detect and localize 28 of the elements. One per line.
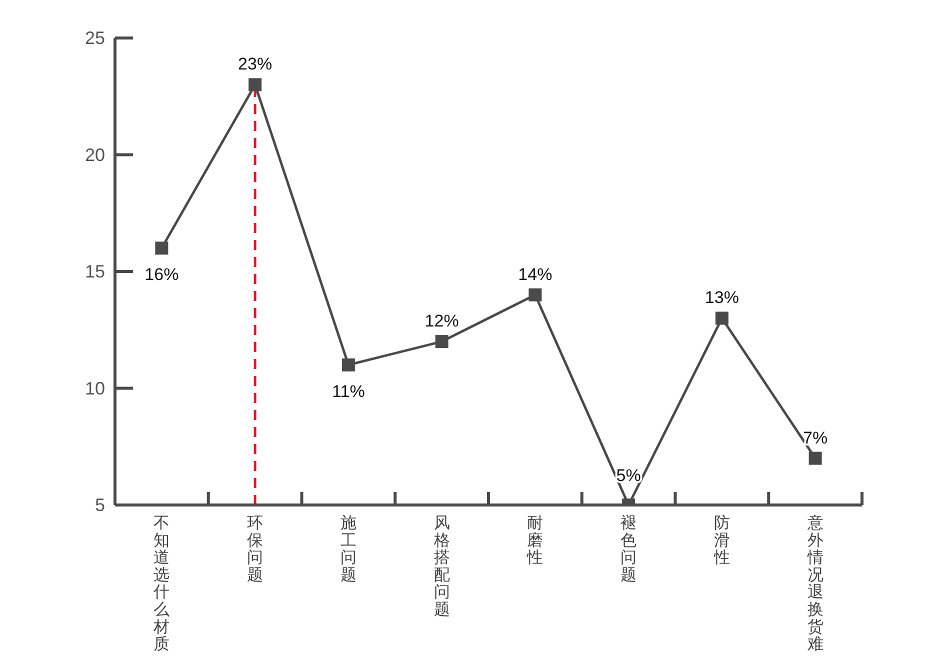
- y-tick-label: 20: [84, 144, 105, 165]
- point: [435, 335, 448, 348]
- data-label: 13%: [704, 288, 739, 308]
- point: [808, 452, 822, 465]
- point: [528, 288, 542, 302]
- x-tick-label: 施工问题: [340, 514, 356, 584]
- y-tick-label: 15: [84, 262, 105, 282]
- point: [715, 312, 728, 325]
- x-tick-label: 意外情况退换货难: [806, 514, 824, 654]
- data-label: 7%: [803, 428, 828, 448]
- data-label: 12%: [424, 312, 459, 331]
- point: [155, 242, 168, 255]
- x-tick-label: 环保问题: [247, 515, 264, 584]
- data-label: 23%: [238, 54, 272, 74]
- x-tick-label: 防滑性: [712, 514, 730, 567]
- x-tick-label: 耐磨性: [526, 515, 544, 567]
- data-label: 11%: [332, 382, 365, 401]
- x-tick-label: 风格搭配问题: [432, 515, 450, 618]
- x-tick-label: 不知道选什么材质: [152, 515, 170, 654]
- data-label: 5%: [616, 466, 641, 485]
- y-tick-label: 5: [94, 495, 105, 515]
- x-tick-label: 褪色问题: [620, 514, 637, 584]
- y-tick-label: 25: [84, 28, 105, 48]
- y-tick-label: 10: [84, 378, 105, 398]
- data-label: 14%: [518, 264, 552, 284]
- data-label: 16%: [144, 265, 179, 284]
- point: [248, 78, 262, 92]
- point: [342, 358, 355, 372]
